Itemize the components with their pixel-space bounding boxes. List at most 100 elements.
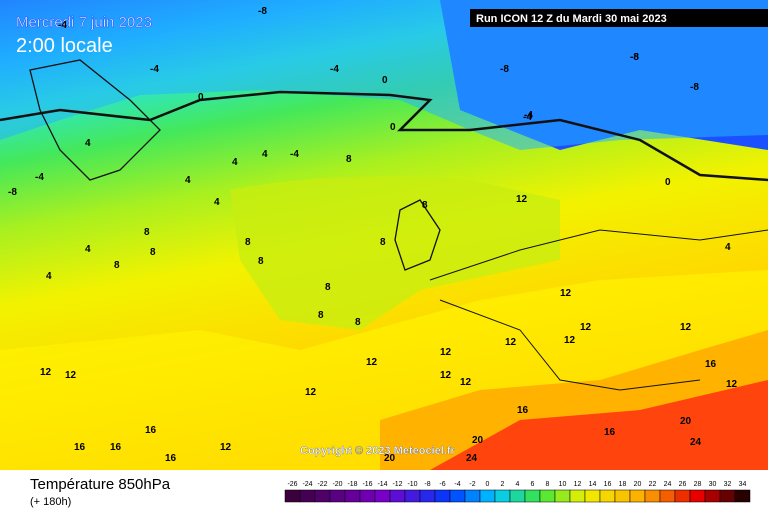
- copyright: Copyright © 2023 Meteociel.fr: [300, 445, 456, 457]
- scale-swatch: [344, 489, 361, 503]
- scale-swatch: [479, 489, 496, 503]
- scale-label: 22: [649, 481, 657, 488]
- scale-label: 26: [679, 481, 687, 488]
- scale-swatch: [719, 489, 736, 503]
- scale-swatch: [674, 489, 691, 503]
- scale-swatch: [314, 489, 331, 503]
- scale-swatch: [644, 489, 661, 503]
- contour-label: 8: [318, 310, 324, 321]
- map-date: Mercredi 7 juin 2023: [16, 14, 152, 31]
- scale-swatch: [584, 489, 601, 503]
- scale-label: 12: [574, 481, 582, 488]
- cool-region: [0, 0, 768, 150]
- contour-label: 20: [472, 435, 484, 446]
- scale-label: -22: [317, 481, 327, 488]
- contour-label: 16: [165, 453, 177, 464]
- contour-label: 24: [690, 437, 702, 448]
- contour-label: 12: [40, 367, 52, 378]
- scale-swatch: [449, 489, 466, 503]
- contour-label: -4: [524, 110, 533, 121]
- scale-swatch: [404, 489, 421, 503]
- contour-label: 8: [325, 282, 331, 293]
- scale-label: -10: [407, 481, 417, 488]
- scale-label: 2: [501, 481, 505, 488]
- contour-label: 8: [258, 256, 264, 267]
- contour-label: 8: [144, 227, 150, 238]
- contour-label: 8: [150, 247, 156, 258]
- warm-region: [230, 176, 560, 330]
- scale-swatch: [689, 489, 706, 503]
- scale-swatch: [494, 489, 511, 503]
- scale-label: -12: [392, 481, 402, 488]
- scale-swatch: [539, 489, 556, 503]
- footer-title: Température 850hPa: [30, 476, 171, 493]
- scale-label: 28: [694, 481, 702, 488]
- contour-label: 8: [380, 237, 386, 248]
- scale-label: 16: [604, 481, 612, 488]
- contour-label: -8: [690, 82, 699, 93]
- contour-label: 16: [110, 442, 122, 453]
- scale-label: 14: [589, 481, 597, 488]
- contour-label: 8: [355, 317, 361, 328]
- contour-label: 0: [390, 122, 396, 133]
- contour-label: 16: [74, 442, 86, 453]
- contour-label: 12: [460, 377, 472, 388]
- scale-swatch: [359, 489, 376, 503]
- contour-label: 12: [65, 370, 77, 381]
- contour-label: -8: [630, 52, 639, 63]
- scale-label: 10: [559, 481, 567, 488]
- contour-label: 12: [305, 387, 317, 398]
- coastline: [394, 199, 441, 271]
- scale-swatch: [734, 489, 751, 503]
- contour-label: 16: [705, 359, 717, 370]
- contour-label: 8: [422, 200, 428, 211]
- contour-label: -4: [150, 64, 159, 75]
- scale-label: 20: [634, 481, 642, 488]
- scale-label: -2: [469, 481, 475, 488]
- scale-label: -20: [332, 481, 342, 488]
- contour-label: -4: [523, 112, 532, 123]
- contour-label: -4: [330, 64, 339, 75]
- contour-label: 4: [185, 175, 191, 186]
- contour-label: 8: [346, 154, 352, 165]
- scale-swatch: [599, 489, 616, 503]
- scale-swatch: [464, 489, 481, 503]
- scale-swatch: [284, 489, 301, 503]
- scale-label: 8: [546, 481, 550, 488]
- scale-swatch: [524, 489, 541, 503]
- scale-swatch: [569, 489, 586, 503]
- run-box: [470, 9, 768, 27]
- contour-label: -8: [500, 64, 509, 75]
- scale-label: -24: [302, 481, 312, 488]
- contour-label: 12: [680, 322, 692, 333]
- scale-swatch: [419, 489, 436, 503]
- contour-label: -4: [290, 149, 299, 160]
- contour-label: 4: [725, 242, 731, 253]
- contour-label: 12: [516, 194, 528, 205]
- scale-label: -16: [362, 481, 372, 488]
- scale-label: 24: [664, 481, 672, 488]
- coastline: [29, 59, 161, 181]
- scale-swatch: [554, 489, 571, 503]
- scale-label: 32: [724, 481, 732, 488]
- map-time: 2:00 locale: [16, 35, 113, 57]
- contour-label: 24: [466, 453, 478, 464]
- contour-label: 8: [245, 237, 251, 248]
- scale-swatch: [704, 489, 721, 503]
- scale-swatch: [629, 489, 646, 503]
- contour-label: -4: [35, 172, 44, 183]
- scale-label: 4: [516, 481, 520, 488]
- contour-label: 12: [564, 335, 576, 346]
- scale-label: -4: [454, 481, 460, 488]
- scale-label: -8: [424, 481, 430, 488]
- contour-label: 4: [46, 271, 52, 282]
- contour-label: 12: [560, 288, 572, 299]
- contour-label: -8: [8, 187, 17, 198]
- contour-label: 12: [366, 357, 378, 368]
- contour-label: 12: [726, 379, 738, 390]
- contour-label: 4: [85, 244, 91, 255]
- scale-swatch: [614, 489, 631, 503]
- contour-label: 4: [232, 157, 238, 168]
- contour-label: 8: [114, 260, 120, 271]
